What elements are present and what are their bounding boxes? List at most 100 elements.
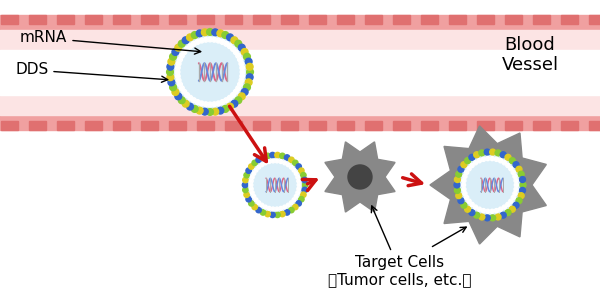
Circle shape [275,159,279,163]
Circle shape [509,167,513,171]
Circle shape [167,63,174,70]
Circle shape [299,168,304,173]
Circle shape [227,44,232,49]
Circle shape [191,98,196,102]
Circle shape [191,42,196,46]
Circle shape [239,61,244,66]
Circle shape [244,173,250,178]
Circle shape [495,214,501,220]
Circle shape [461,202,467,208]
Circle shape [244,192,250,198]
Circle shape [514,178,518,183]
Circle shape [479,214,485,220]
Circle shape [240,69,245,74]
Bar [141,15,158,24]
Bar [589,15,600,24]
Bar [1,15,18,24]
Circle shape [464,195,469,200]
Polygon shape [430,126,547,244]
Circle shape [260,210,266,215]
Circle shape [520,187,526,193]
Circle shape [168,58,175,65]
Circle shape [505,210,511,216]
Circle shape [494,208,499,213]
Bar [169,121,186,130]
Circle shape [242,182,248,188]
Circle shape [513,174,517,178]
Bar [309,15,326,24]
Circle shape [250,179,253,183]
Circle shape [502,205,506,209]
Circle shape [292,168,296,172]
Circle shape [454,182,460,188]
Circle shape [254,198,258,202]
Circle shape [462,178,466,183]
Circle shape [293,160,298,166]
Circle shape [257,201,260,205]
Text: Blood
Vessel: Blood Vessel [502,36,559,74]
Circle shape [463,174,467,178]
Circle shape [170,53,176,60]
Circle shape [296,164,301,169]
Text: Target Cells
（Tumor cells, etc.）: Target Cells （Tumor cells, etc.） [328,206,472,287]
Circle shape [275,207,279,211]
Bar [225,15,242,24]
Bar [113,15,130,24]
Circle shape [279,160,283,164]
Circle shape [494,157,499,161]
Circle shape [518,171,524,177]
Circle shape [224,42,229,46]
Circle shape [271,207,275,211]
Circle shape [217,30,224,37]
Circle shape [175,93,182,100]
Circle shape [518,193,524,199]
Circle shape [252,195,256,198]
Circle shape [175,65,180,70]
Circle shape [502,161,506,165]
Circle shape [511,195,515,200]
Circle shape [284,155,290,160]
Circle shape [516,166,522,172]
Bar [365,15,382,24]
Circle shape [250,175,254,179]
Circle shape [289,157,294,162]
Circle shape [172,89,179,95]
Circle shape [296,201,301,206]
Circle shape [257,165,260,169]
Circle shape [220,100,225,105]
Circle shape [275,212,280,218]
Circle shape [513,162,519,168]
Circle shape [467,167,471,171]
Circle shape [297,179,301,183]
Circle shape [185,47,190,51]
Circle shape [514,187,518,191]
Circle shape [516,198,522,204]
Circle shape [473,161,478,165]
Circle shape [260,155,266,160]
Circle shape [470,163,474,168]
Circle shape [240,65,245,70]
Circle shape [467,199,471,203]
Circle shape [473,205,478,209]
Circle shape [195,40,200,44]
Circle shape [464,170,469,174]
Circle shape [280,211,285,217]
Circle shape [212,37,217,42]
Bar [421,15,438,24]
Circle shape [302,177,307,183]
Circle shape [301,173,306,178]
Circle shape [250,187,253,191]
Circle shape [178,97,185,104]
Circle shape [202,29,208,36]
Bar [393,15,410,24]
Circle shape [270,152,275,158]
Circle shape [248,164,254,169]
Bar [29,121,46,130]
Circle shape [233,50,238,55]
Circle shape [490,215,496,221]
Circle shape [506,163,510,168]
Circle shape [265,153,271,159]
Circle shape [241,49,248,55]
Circle shape [513,202,519,208]
Circle shape [176,78,181,83]
